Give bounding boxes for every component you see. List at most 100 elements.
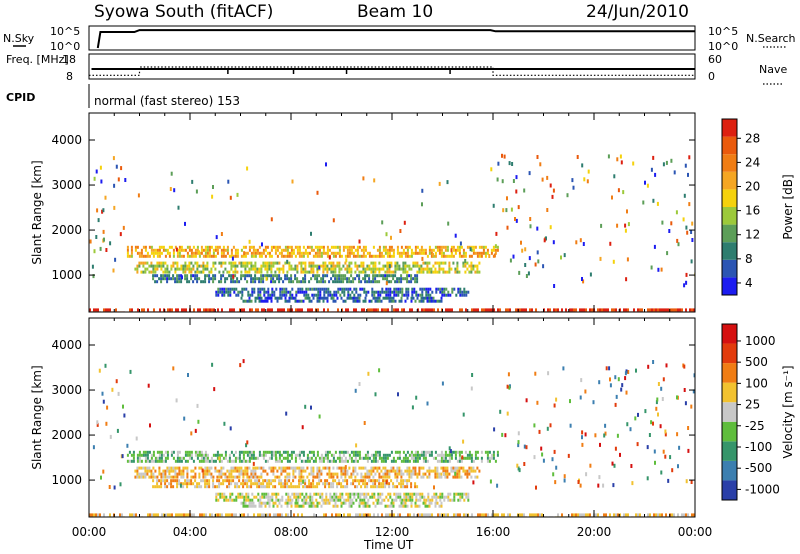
range-cell [304, 248, 307, 252]
range-cell [287, 290, 290, 294]
range-cell [338, 248, 341, 252]
range-cell [392, 296, 395, 300]
range-cell [226, 270, 229, 274]
range-cell [319, 287, 322, 291]
range-cell [138, 450, 141, 454]
range-cell [264, 485, 267, 489]
range-cell [388, 280, 391, 284]
range-cell [419, 495, 422, 499]
range-cell [160, 482, 163, 486]
range-cell [467, 492, 470, 496]
range-cell [662, 449, 665, 454]
range-cell [238, 469, 241, 473]
range-cell [492, 245, 495, 249]
range-cell [234, 450, 237, 454]
range-cell [220, 251, 223, 255]
range-cell [293, 513, 295, 517]
range-cell [369, 495, 372, 499]
range-cell [509, 308, 511, 312]
range-cell [401, 287, 404, 291]
range-cell [444, 472, 447, 476]
range-cell [206, 248, 209, 252]
range-cell [418, 299, 421, 303]
range-cell [380, 274, 383, 278]
range-cell [384, 459, 387, 463]
range-cell [261, 308, 263, 312]
range-cell [462, 456, 465, 460]
range-cell [223, 421, 226, 426]
range-cell [264, 450, 267, 454]
range-cell [665, 308, 667, 312]
range-cell [318, 501, 321, 505]
range-cell [208, 254, 211, 258]
range-cell [126, 453, 129, 457]
range-cell [376, 501, 379, 505]
range-cell [693, 308, 695, 312]
range-cell [620, 387, 623, 392]
range-cell [394, 469, 397, 473]
range-cell [436, 501, 439, 505]
range-cell [605, 366, 608, 371]
range-cell [486, 248, 489, 252]
range-cell [246, 459, 249, 463]
range-cell [470, 469, 473, 473]
range-cell [366, 459, 369, 463]
range-cell [469, 247, 472, 252]
range-cell [204, 479, 207, 483]
range-cell [454, 267, 457, 271]
range-cell [215, 290, 218, 294]
range-cell [148, 450, 151, 454]
range-cell [285, 498, 288, 502]
range-cell [275, 498, 278, 502]
range-cell [303, 498, 306, 502]
range-cell [265, 290, 268, 294]
range-cell [196, 453, 199, 457]
range-cell [272, 261, 275, 265]
range-cell [302, 501, 305, 505]
range-cell [549, 183, 552, 188]
range-cell [297, 495, 300, 499]
range-cell [393, 492, 396, 496]
range-cell [617, 188, 620, 193]
range-cell [340, 254, 343, 258]
range-cell [136, 472, 139, 476]
range-cell [108, 485, 111, 489]
range-cell [386, 472, 389, 476]
range-cell [263, 293, 266, 297]
range-cell [310, 482, 313, 486]
range-cell [316, 469, 319, 473]
range-cell [217, 290, 220, 294]
range-cell [399, 287, 402, 291]
range-cell [607, 154, 610, 159]
range-cell [420, 245, 423, 249]
range-cell [450, 456, 453, 460]
range-cell [349, 492, 352, 496]
range-cell [186, 254, 189, 258]
range-cell [364, 453, 367, 457]
range-cell [449, 293, 452, 297]
range-cell [260, 501, 263, 505]
range-cell [298, 466, 301, 470]
range-cell [362, 245, 365, 249]
range-cell [404, 485, 407, 489]
range-cell [360, 475, 363, 479]
range-cell [156, 254, 159, 258]
range-cell [404, 453, 407, 457]
range-cell [443, 290, 446, 294]
range-cell [231, 492, 234, 496]
range-cell [354, 248, 357, 252]
range-cell [140, 475, 143, 479]
range-cell [655, 406, 658, 411]
range-cell [260, 466, 263, 470]
range-cell [378, 251, 381, 255]
range-cell [400, 299, 403, 303]
range-cell [222, 472, 225, 476]
range-cell [362, 176, 365, 181]
range-cell [263, 287, 266, 291]
range-cell [194, 270, 197, 274]
range-cell [360, 456, 363, 460]
range-cell [376, 274, 379, 278]
range-cell [186, 459, 189, 463]
range-cell [394, 450, 397, 454]
range-cell [132, 453, 135, 457]
